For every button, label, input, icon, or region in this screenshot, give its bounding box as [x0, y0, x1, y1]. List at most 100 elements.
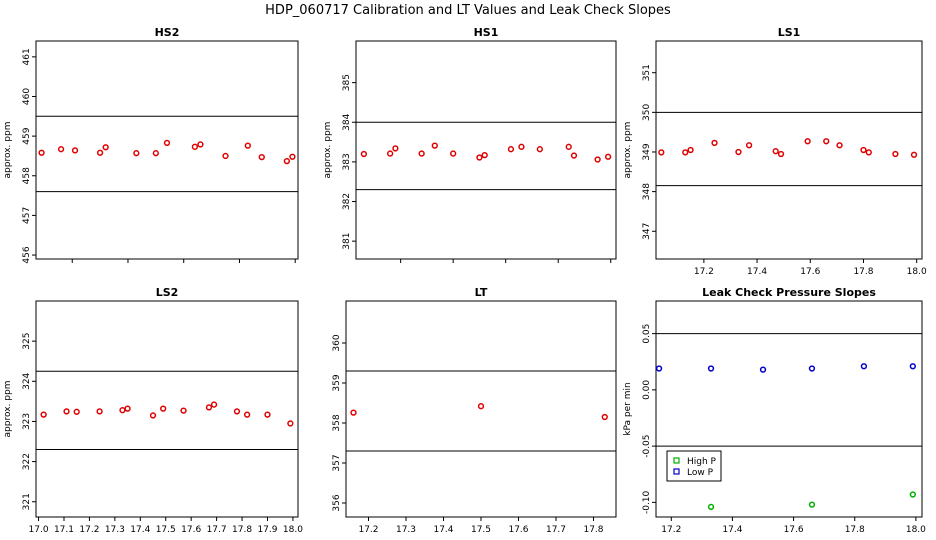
data-point — [392, 145, 399, 152]
data-point — [360, 150, 368, 158]
data-point — [909, 491, 916, 498]
data-point — [350, 409, 357, 416]
data-point — [687, 146, 694, 154]
data-point — [63, 408, 70, 415]
data-point — [594, 156, 601, 163]
data-point — [289, 153, 296, 160]
data-point — [96, 149, 104, 156]
data-point — [191, 143, 199, 150]
data-point — [735, 148, 742, 156]
x-tick-label: 17.6 — [181, 525, 201, 535]
data-point — [163, 139, 171, 147]
y-axis-label: approx. ppm — [323, 122, 333, 179]
data-point — [481, 152, 488, 159]
data-point — [210, 401, 218, 408]
data-point — [777, 150, 785, 158]
data-point — [655, 365, 663, 372]
plot-frame — [355, 40, 617, 260]
panel-1: HS2 456 457 458 459 460 461 approx. ppm — [3, 26, 299, 264]
x-tick-label: 17.8 — [232, 525, 252, 535]
y-tick-label: 323 — [22, 413, 32, 430]
data-point — [565, 143, 572, 150]
y-tick-label: 382 — [342, 193, 352, 210]
data-point — [431, 142, 438, 149]
data-point — [772, 148, 779, 155]
x-tick-label: 17.1 — [54, 525, 74, 535]
y-tick-label: 461 — [22, 48, 32, 65]
data-point — [197, 141, 204, 148]
data-point — [283, 157, 291, 165]
y-tick-label: 384 — [342, 113, 352, 130]
x-tick-label: 17.2 — [694, 267, 714, 277]
x-tick-label: 17.3 — [105, 525, 125, 535]
y-tick-label: 358 — [332, 414, 342, 431]
data-point — [910, 151, 918, 158]
x-tick-label: 17.3 — [396, 525, 416, 535]
legend-marker — [673, 468, 680, 475]
data-point — [682, 149, 689, 156]
data-point — [476, 154, 483, 161]
y-tick-label: 324 — [22, 372, 32, 389]
data-point — [536, 146, 543, 153]
data-point — [152, 150, 160, 157]
data-point — [73, 408, 80, 415]
data-point — [233, 408, 241, 415]
data-point — [124, 405, 131, 412]
data-point — [149, 412, 157, 419]
y-tick-label: 325 — [22, 333, 32, 350]
x-tick-label: 17.8 — [583, 525, 603, 535]
y-tick-label: 357 — [332, 454, 342, 471]
data-point — [711, 139, 718, 147]
data-point — [860, 363, 868, 370]
x-tick-label: 17.5 — [471, 525, 491, 535]
data-point — [477, 403, 485, 410]
y-tick-label: -0.05 — [642, 434, 652, 457]
data-point — [823, 138, 830, 145]
y-tick-label: 350 — [642, 103, 652, 120]
y-tick-label: 458 — [22, 167, 32, 184]
y-axis-label: approx. ppm — [3, 122, 13, 179]
data-point — [570, 152, 578, 159]
y-tick-label: 0.05 — [642, 324, 652, 344]
y-tick-label: 381 — [342, 233, 352, 250]
x-tick-label: 17.4 — [747, 267, 767, 277]
y-tick-label: 359 — [332, 374, 342, 391]
x-tick-label: 17.4 — [722, 525, 742, 535]
y-tick-label: 456 — [22, 246, 32, 263]
data-point — [386, 150, 394, 157]
data-point — [759, 366, 767, 373]
data-point — [707, 365, 715, 372]
plot-frame — [655, 40, 923, 260]
data-point — [507, 146, 515, 153]
y-tick-label: 360 — [332, 334, 342, 351]
legend-box — [666, 450, 722, 482]
data-point — [133, 150, 140, 157]
data-point — [418, 150, 425, 157]
y-axis-label: approx. ppm — [623, 122, 633, 179]
plot-frame — [655, 300, 923, 518]
panel-2: HS1 381 382 383 384 385 approx. ppm — [323, 26, 617, 263]
data-point — [909, 363, 916, 370]
panel-5: LT 356 357 358 359 360 17.2 17.3 17.4 17.5 17.6 17.… — [332, 286, 617, 535]
data-point — [102, 144, 109, 151]
figure-title: HDP_060717 Calibration and LT Values and… — [265, 3, 671, 18]
data-point — [707, 503, 715, 511]
data-point — [40, 411, 47, 418]
data-point — [71, 147, 79, 154]
panel-3: LS1 347 348 349 350 351 17.2 17.4 17.6 17.8 18.0 ap… — [623, 26, 927, 277]
x-tick-label: 17.5 — [156, 525, 176, 535]
data-point — [57, 146, 65, 153]
x-tick-label: 17.2 — [661, 525, 681, 535]
legend-entry: Low P — [687, 468, 714, 478]
y-axis-label: approx. ppm — [3, 381, 13, 438]
data-point — [865, 149, 872, 156]
y-tick-label: 347 — [642, 223, 652, 240]
data-point — [518, 143, 525, 150]
data-point — [804, 138, 811, 145]
x-tick-label: 17.2 — [79, 525, 99, 535]
data-point — [258, 153, 265, 161]
y-tick-label: 351 — [642, 64, 652, 81]
data-point — [450, 150, 457, 157]
x-tick-label: 17.4 — [433, 525, 453, 535]
